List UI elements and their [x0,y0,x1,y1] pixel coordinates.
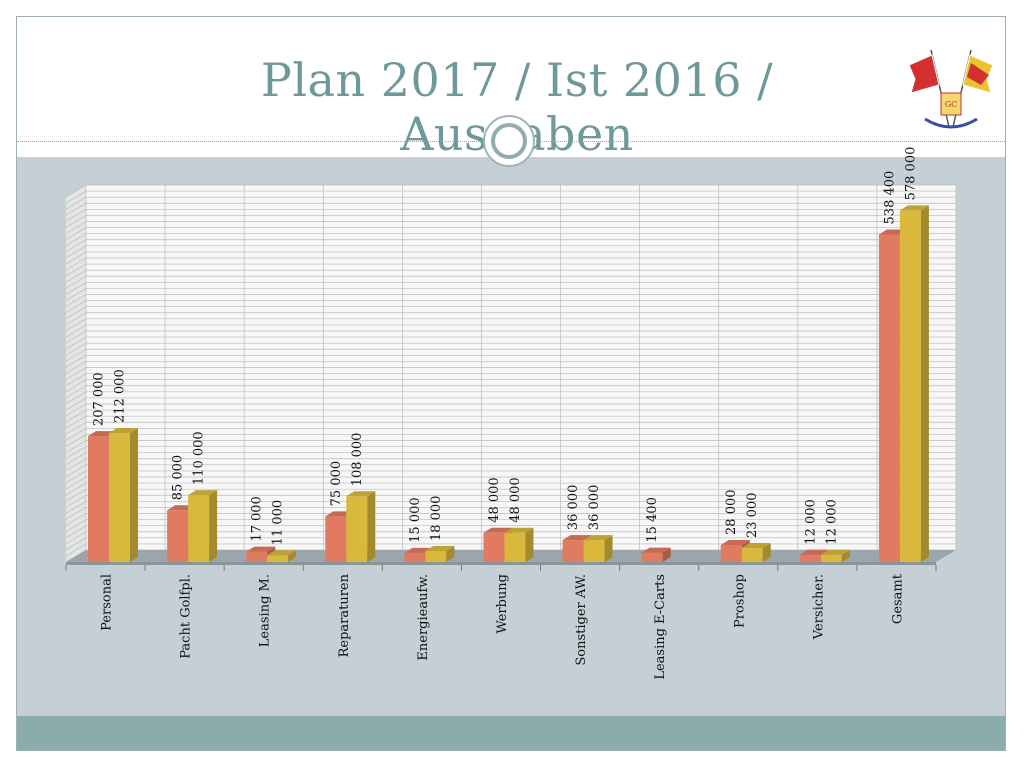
bar [820,549,850,562]
bar [188,490,218,562]
category-label: Sonstiger AW. [574,574,589,666]
data-label: 15 000 [408,497,423,543]
divider-ring-icon [483,115,535,167]
data-label: 538 400 [882,171,897,225]
data-labels: 207 000 212 000 85 000 110 000 17 000 11 000 7… [92,147,919,546]
data-label: 212 000 [113,369,128,423]
data-label: 15 400 [645,497,660,543]
category-label: Leasing M. [258,574,273,647]
data-label: 108 000 [350,433,365,487]
data-label: 17 000 [250,496,265,542]
data-label: 18 000 [429,496,444,542]
data-label: 110 000 [192,431,207,485]
data-label: 12 000 [803,499,818,545]
data-label: 207 000 [92,372,107,426]
footer-band [17,716,1005,750]
club-logo-icon: GC [908,49,994,129]
bar [741,543,771,562]
bar [641,547,671,562]
data-label: 48 000 [508,477,523,523]
bar [583,535,613,562]
chart-gridlines [65,184,957,563]
category-label: Proshop [732,574,747,628]
category-label: Gesamt [890,573,905,624]
category-label: Personal [100,574,115,631]
data-label: 12 000 [824,499,839,545]
data-label: 28 000 [724,489,739,535]
bar [504,527,534,562]
bar [899,205,929,562]
data-label: 11 000 [271,500,286,546]
category-label: Reparaturen [337,573,352,657]
data-label: 578 000 [903,147,918,201]
bar [267,550,297,562]
data-label: 36 000 [566,485,581,531]
bar [346,491,376,562]
bar [109,428,138,562]
svg-text:GC: GC [945,100,958,109]
data-label: 23 000 [745,493,760,539]
bar [425,546,455,562]
data-label: 85 000 [171,455,186,501]
category-label: Energieaufw. [416,574,431,661]
data-label: 75 000 [329,461,344,507]
category-label: Versicher. [811,574,826,640]
slide-title: Plan 2017 / Ist 2016 / Ausgaben [260,53,774,161]
category-label: Leasing E-Carts [653,574,668,680]
data-label: 36 000 [587,485,602,531]
category-label: Pacht Golfpl. [179,574,194,659]
category-label: Werbung [495,574,510,634]
data-label: 48 000 [487,477,502,523]
